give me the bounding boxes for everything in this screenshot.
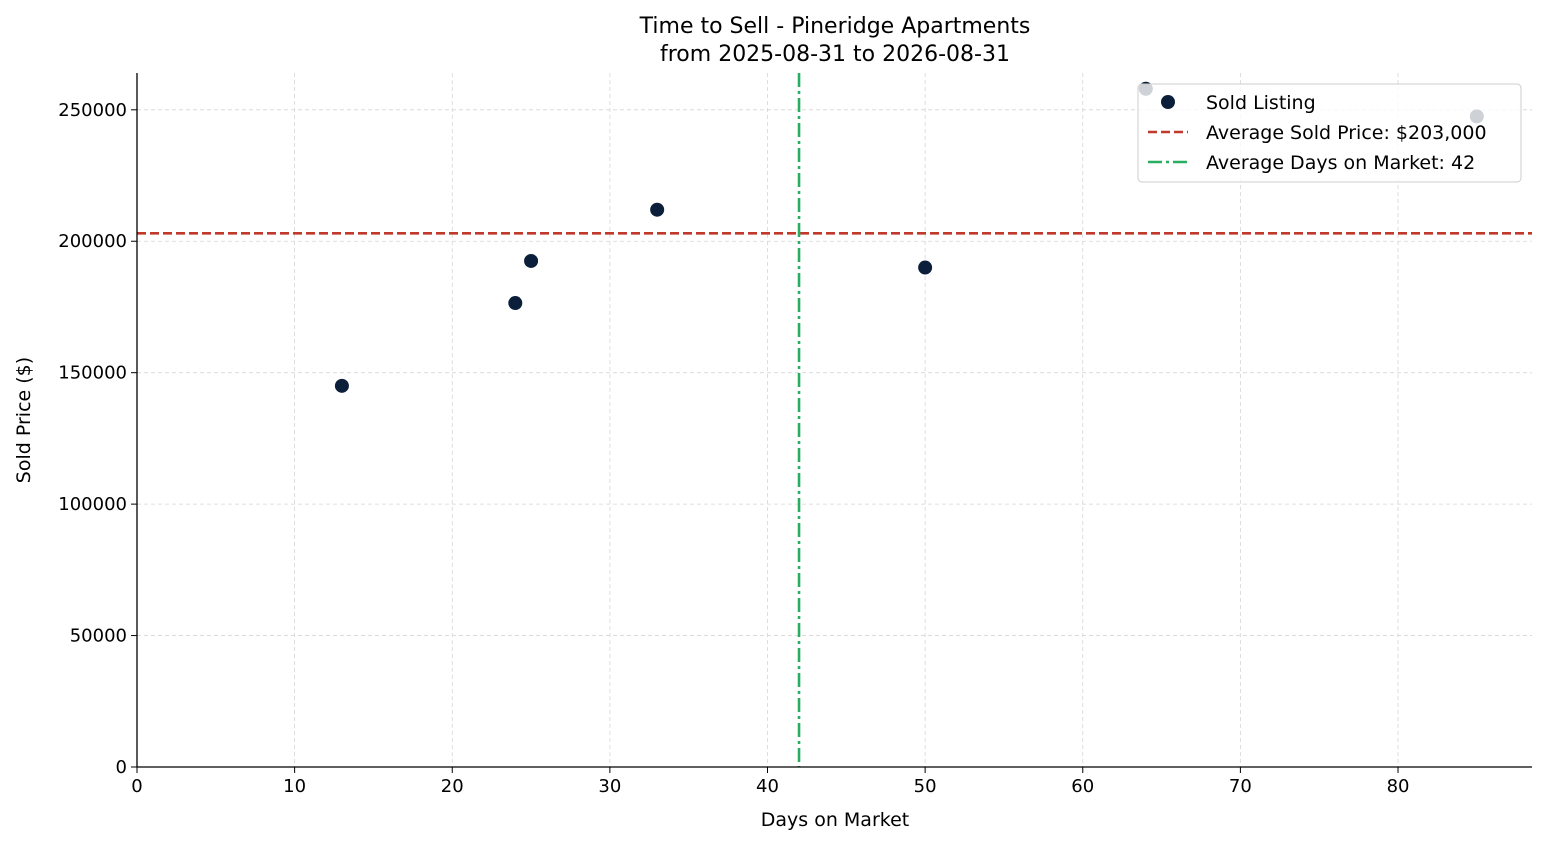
x-tick-label: 70 (1229, 776, 1252, 797)
data-point (524, 253, 539, 268)
legend-marker-sold-listing (1161, 95, 1175, 109)
x-tick-label: 30 (598, 776, 621, 797)
x-tick-label: 20 (441, 776, 464, 797)
y-axis-label: Sold Price ($) (13, 357, 35, 483)
x-tick-label: 10 (283, 776, 306, 797)
legend: Sold Listing Average Sold Price: $203,000… (1137, 83, 1522, 183)
y-tick-label: 200000 (58, 231, 127, 252)
data-point (650, 202, 665, 217)
x-tick-label: 50 (914, 776, 937, 797)
y-tick-label: 100000 (58, 494, 127, 515)
x-tick-label: 0 (131, 776, 142, 797)
legend-label-average-price: Average Sold Price: $203,000 (1206, 122, 1487, 144)
legend-label-average-days: Average Days on Market: 42 (1206, 152, 1475, 174)
legend-box (1137, 83, 1522, 183)
chart-subtitle: from 2025-08-31 to 2026-08-31 (660, 42, 1010, 67)
x-tick-label: 80 (1387, 776, 1410, 797)
axes: 0 10 20 30 40 50 60 70 80 0 50000 100000 150000 20000… (58, 73, 1532, 797)
y-tick-label: 50000 (70, 626, 127, 647)
reference-lines (137, 73, 1532, 767)
chart-title: Time to Sell - Pineridge Apartments (639, 14, 1031, 39)
data-point (334, 378, 349, 393)
y-tick-label: 0 (116, 757, 127, 778)
data-point (508, 296, 523, 311)
x-axis-label: Days on Market (761, 809, 909, 831)
legend-label-sold-listing: Sold Listing (1206, 92, 1316, 114)
x-tick-label: 60 (1071, 776, 1094, 797)
x-tick-label: 40 (756, 776, 779, 797)
y-tick-label: 150000 (58, 363, 127, 384)
data-point (918, 260, 933, 275)
y-tick-label: 250000 (58, 100, 127, 121)
